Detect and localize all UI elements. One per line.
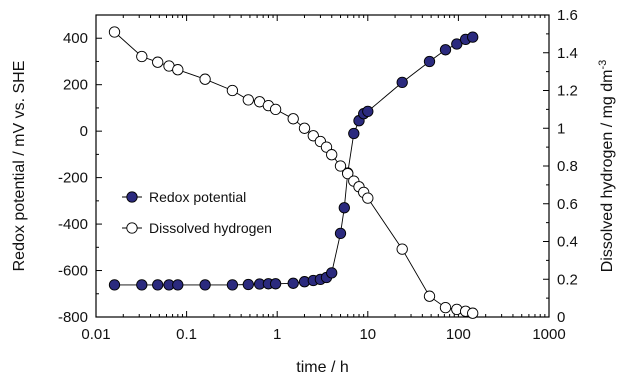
x-tick-label: 100 — [446, 326, 471, 343]
left-y-axis-ticks: 400 200 0 -200 -400 -600 -800 — [58, 30, 102, 326]
series-2-point — [342, 167, 354, 180]
x-axis-ticks: 0.01 0.1 1 10 100 1000 — [81, 15, 566, 343]
right-y-axis-title-sup: -3 — [597, 60, 609, 70]
series-1-point — [338, 202, 350, 214]
series-1-point — [226, 279, 239, 291]
series-1-point — [423, 55, 436, 68]
x-tick-label: 1 — [273, 326, 281, 343]
series-2-point — [136, 50, 148, 63]
left-y-tick-label: -200 — [58, 170, 88, 187]
series-1-point — [396, 76, 408, 89]
left-y-tick-label: 0 — [80, 123, 88, 140]
series-layer — [108, 26, 479, 319]
series-2-point — [108, 26, 121, 38]
series-2-point — [362, 192, 374, 204]
series-1-point — [326, 267, 338, 279]
right-y-tick-label: 0 — [557, 309, 565, 326]
series-1-point — [451, 38, 463, 50]
axes-layer — [95, 14, 550, 318]
series-1-point — [362, 105, 374, 118]
series-2-point — [423, 290, 436, 302]
x-tick-label: 1000 — [532, 326, 565, 343]
series-2-point — [152, 56, 164, 68]
left-y-axis-title: Redox potential / mV vs. SHE — [11, 61, 28, 272]
series-2-point — [439, 301, 452, 314]
series-1-point — [152, 279, 164, 291]
series-1-point — [467, 31, 479, 43]
series-1-point — [242, 278, 254, 291]
legend-marker — [126, 222, 138, 234]
series-1-point — [108, 279, 121, 291]
series-2-point — [226, 84, 239, 97]
right-y-axis-title: Dissolved hydrogen / mg dm-3 — [597, 60, 616, 273]
right-y-tick-label: 1.6 — [557, 7, 578, 24]
left-y-tick-label: 400 — [63, 30, 88, 47]
right-y-tick-label: 0.2 — [557, 271, 578, 288]
series-1-point — [136, 279, 148, 291]
x-axis-title: time / h — [296, 359, 348, 376]
series-2-point — [287, 113, 299, 125]
legend-label: Dissolved hydrogen — [149, 220, 272, 236]
right-y-tick-label: 0.4 — [557, 234, 578, 251]
series-1-point — [287, 277, 299, 289]
right-y-axis-ticks: 1.6 1.4 1.2 1 0.8 0.6 0.4 0.2 0 — [543, 7, 578, 326]
x-tick-label: 0.01 — [81, 326, 110, 343]
x-tick-label: 10 — [359, 326, 376, 343]
right-y-tick-label: 1 — [557, 120, 565, 137]
series-1-point — [269, 278, 282, 290]
series-line-2 — [114, 31, 473, 314]
series-2-point — [334, 160, 347, 172]
legend-label: Redox potential — [149, 189, 246, 205]
right-y-tick-label: 0.8 — [557, 158, 578, 175]
x-tick-label: 0.1 — [176, 326, 197, 343]
series-1-point — [348, 127, 360, 140]
right-y-tick-label: 0.6 — [557, 196, 578, 213]
left-y-tick-label: 200 — [63, 77, 88, 94]
right-y-tick-label: 1.2 — [557, 83, 578, 100]
series-1-point — [172, 279, 184, 291]
right-y-tick-label: 1.4 — [557, 45, 578, 62]
series-2-point — [172, 64, 184, 76]
series-2-point — [396, 243, 408, 255]
legend: Redox potential Dissolved hydrogen — [122, 189, 272, 236]
series-line-1 — [114, 36, 473, 286]
left-y-tick-label: -600 — [58, 263, 88, 280]
series-1-point — [199, 279, 211, 291]
series-2-point — [298, 122, 311, 134]
left-y-tick-label: -800 — [58, 309, 88, 326]
plot-frame — [95, 14, 550, 318]
left-y-tick-label: -400 — [58, 216, 88, 233]
series-2-point — [269, 103, 282, 116]
series-2-point — [326, 149, 338, 161]
series-2-point — [242, 94, 254, 106]
series-2-point — [467, 307, 479, 319]
right-y-axis-title-main: Dissolved hydrogen / mg dm — [599, 70, 616, 273]
series-2-point — [199, 73, 211, 85]
series-1-point — [439, 44, 452, 56]
legend-marker — [126, 191, 138, 203]
series-1-point — [334, 227, 347, 240]
